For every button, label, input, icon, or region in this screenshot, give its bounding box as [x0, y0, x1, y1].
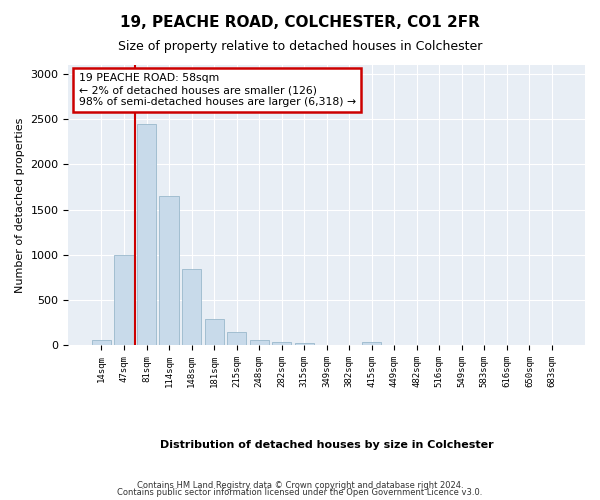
Bar	[137, 124, 156, 345]
Bar	[182, 270, 201, 345]
Bar	[272, 342, 291, 345]
Bar	[250, 340, 269, 345]
Bar	[295, 344, 314, 345]
Text: 19 PEACHE ROAD: 58sqm
← 2% of detached houses are smaller (126)
98% of semi-deta: 19 PEACHE ROAD: 58sqm ← 2% of detached h…	[79, 74, 356, 106]
Text: Contains public sector information licensed under the Open Government Licence v3: Contains public sector information licen…	[118, 488, 482, 497]
Y-axis label: Number of detached properties: Number of detached properties	[15, 118, 25, 293]
X-axis label: Distribution of detached houses by size in Colchester: Distribution of detached houses by size …	[160, 440, 494, 450]
Bar	[205, 319, 224, 345]
Bar	[227, 332, 246, 345]
Bar	[115, 255, 134, 345]
Bar	[92, 340, 111, 345]
Text: Size of property relative to detached houses in Colchester: Size of property relative to detached ho…	[118, 40, 482, 53]
Bar	[362, 342, 382, 345]
Text: 19, PEACHE ROAD, COLCHESTER, CO1 2FR: 19, PEACHE ROAD, COLCHESTER, CO1 2FR	[120, 15, 480, 30]
Text: Contains HM Land Registry data © Crown copyright and database right 2024.: Contains HM Land Registry data © Crown c…	[137, 480, 463, 490]
Bar	[160, 196, 179, 345]
